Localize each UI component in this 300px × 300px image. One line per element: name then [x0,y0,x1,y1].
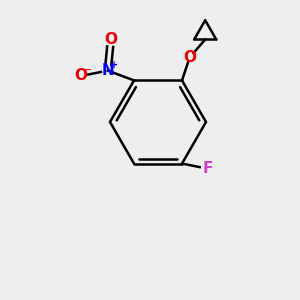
Text: O: O [104,32,117,47]
Text: O: O [183,50,196,65]
Text: N: N [101,63,114,78]
Text: +: + [110,60,118,70]
Text: F: F [202,161,213,176]
Text: −: − [82,65,92,75]
Text: O: O [74,68,87,83]
